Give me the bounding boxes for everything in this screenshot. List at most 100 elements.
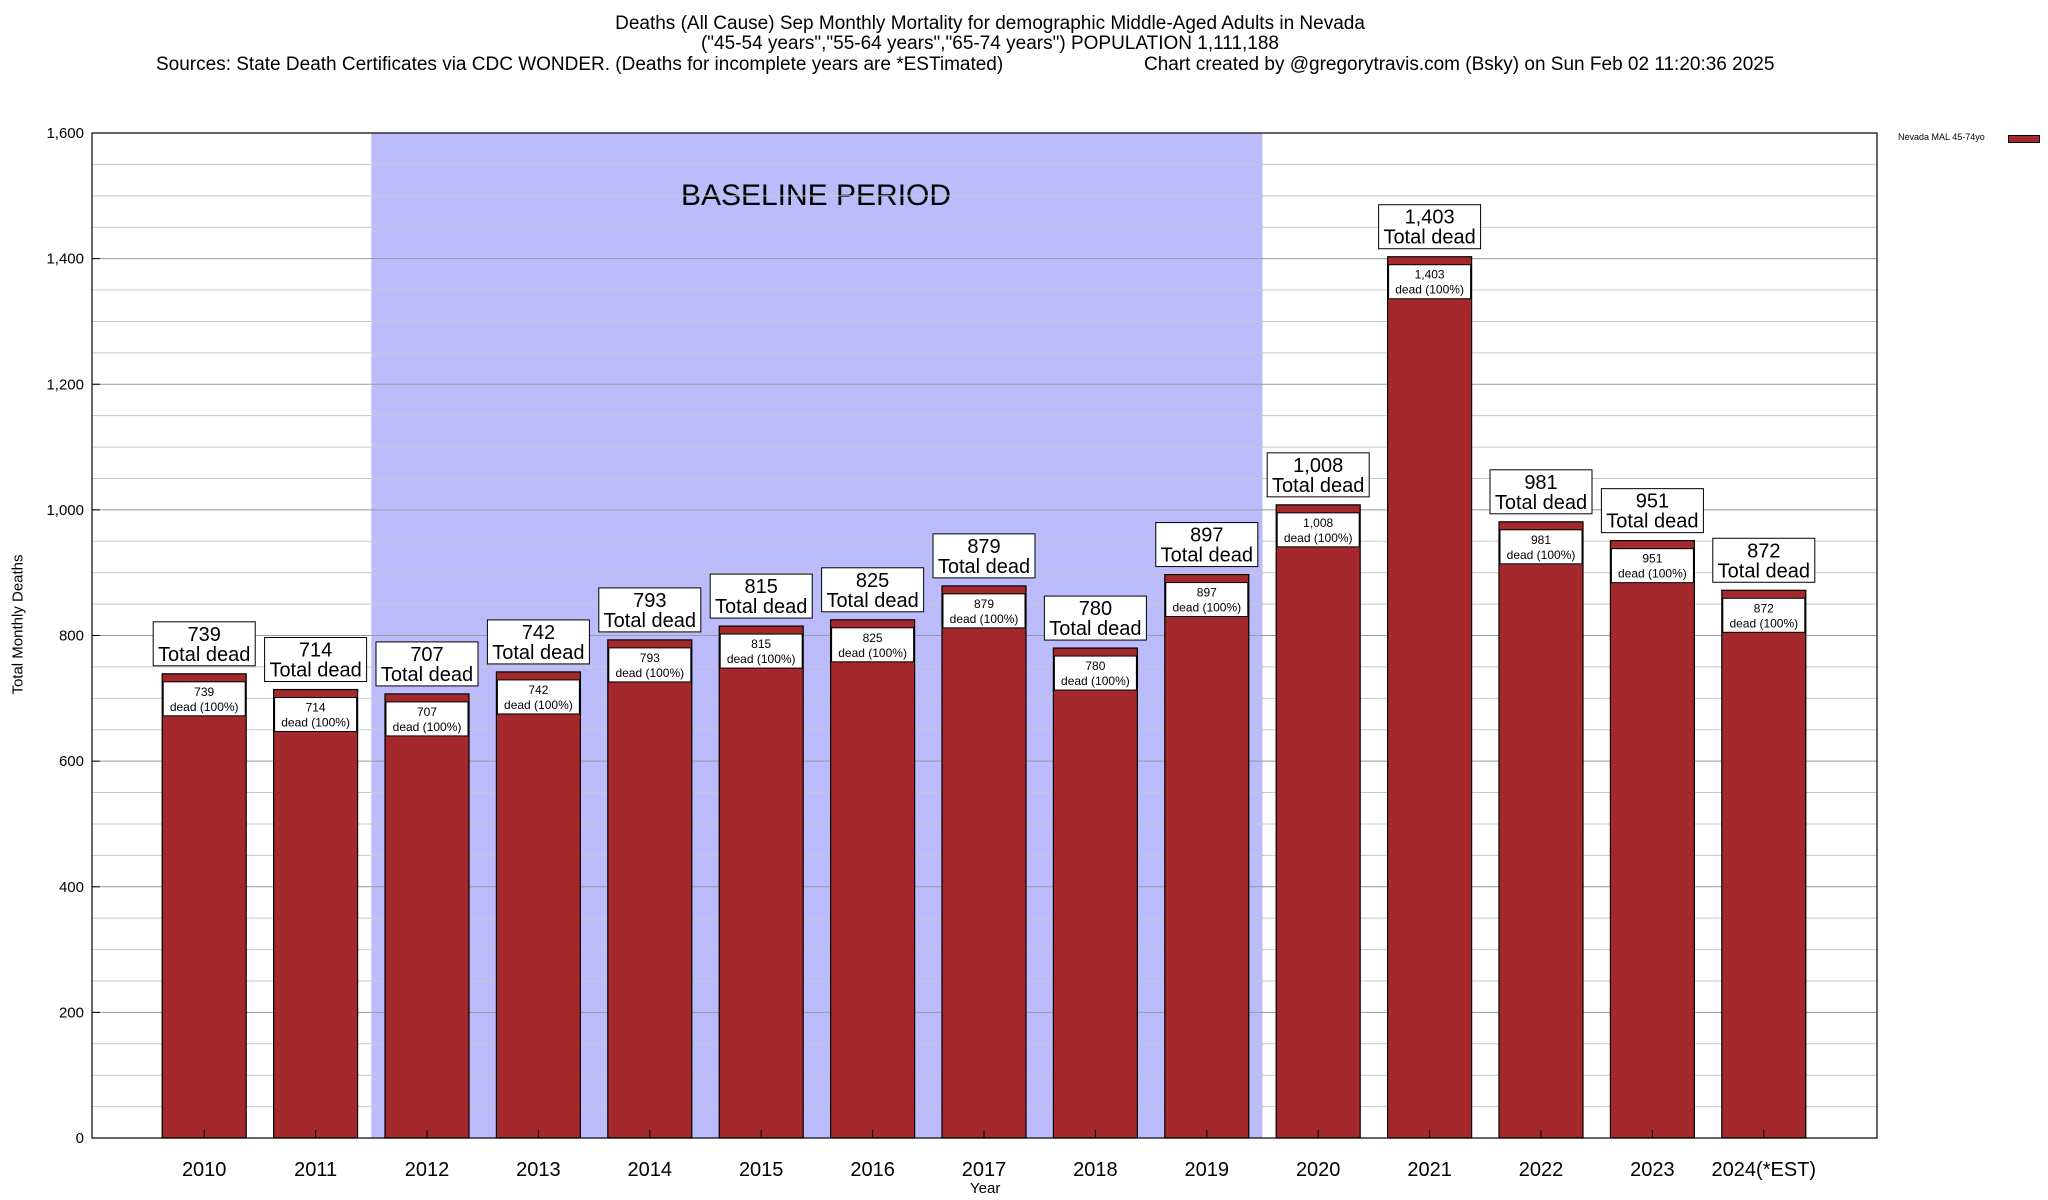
x-tick-label: 2020 — [1296, 1159, 1341, 1181]
top-label-box — [709, 573, 813, 619]
top-total-label: Total dead — [1495, 492, 1587, 514]
bar — [1386, 256, 1473, 1139]
top-label-box — [1600, 488, 1704, 534]
x-tick-label: 2019 — [1185, 1159, 1230, 1181]
inner-value-label: 897 — [1197, 586, 1217, 600]
inner-value-label: 739 — [194, 685, 214, 699]
inner-value-label: 714 — [306, 701, 326, 715]
top-total-label: Total dead — [715, 596, 807, 618]
bar — [273, 688, 359, 1139]
x-tick-label: 2017 — [962, 1159, 1007, 1181]
inner-label-box — [1610, 548, 1694, 584]
x-tick-label: 2024(*EST) — [1712, 1159, 1817, 1181]
x-tick-label: 2018 — [1073, 1159, 1118, 1181]
top-total-label: Total dead — [938, 556, 1030, 578]
top-total-label: Total dead — [381, 664, 473, 686]
y-tick-label: 400 — [59, 879, 84, 896]
inner-value-label: 825 — [863, 631, 883, 645]
top-value-label: 815 — [745, 576, 778, 598]
top-value-label: 872 — [1747, 540, 1780, 562]
top-value-label: 793 — [633, 590, 666, 612]
inner-percent-label: dead (100%) — [393, 720, 462, 734]
chart-sources: Sources: State Death Certificates via CD… — [156, 54, 1004, 75]
top-value-label: 897 — [1190, 525, 1223, 547]
top-value-label: 951 — [1636, 491, 1669, 513]
bar — [161, 673, 247, 1139]
chart-title: Deaths (All Cause) Sep Monthly Mortality… — [615, 13, 1365, 34]
inner-value-label: 1,008 — [1303, 516, 1333, 530]
top-total-label: Total dead — [826, 590, 918, 612]
bar — [1498, 521, 1584, 1139]
inner-label-box — [274, 697, 358, 733]
inner-percent-label: dead (100%) — [1729, 616, 1798, 630]
top-label-box — [1712, 537, 1816, 583]
x-tick-label: 2023 — [1630, 1159, 1675, 1181]
inner-value-label: 1,403 — [1415, 268, 1445, 282]
bar — [1275, 504, 1361, 1139]
inner-value-label: 780 — [1085, 659, 1105, 673]
top-total-label: Total dead — [492, 642, 584, 664]
top-value-label: 825 — [856, 570, 889, 592]
y-axis-label: Total Monthly Deaths — [9, 554, 27, 695]
x-tick-label: 2016 — [850, 1159, 895, 1181]
x-tick-label: 2013 — [516, 1159, 561, 1181]
inner-label-box — [162, 681, 246, 717]
inner-percent-label: dead (100%) — [1172, 601, 1241, 615]
legend-label: Nevada MAL 45-74yo — [1898, 132, 1985, 142]
bar — [1609, 540, 1696, 1139]
x-tick-label: 2010 — [182, 1159, 227, 1181]
inner-percent-label: dead (100%) — [615, 666, 684, 680]
top-value-label: 1,403 — [1405, 207, 1455, 229]
x-tick-label: 2021 — [1407, 1159, 1452, 1181]
inner-value-label: 981 — [1531, 533, 1551, 547]
bar — [607, 639, 693, 1139]
top-label-box — [821, 567, 925, 613]
bar — [1164, 573, 1250, 1139]
inner-label-box — [608, 647, 692, 683]
y-tick-label: 800 — [59, 628, 84, 645]
y-tick-label: 1,400 — [46, 251, 84, 268]
inner-percent-label: dead (100%) — [170, 700, 239, 714]
top-label-box — [1043, 595, 1147, 641]
bar — [1721, 589, 1807, 1139]
top-value-label: 742 — [522, 622, 555, 644]
inner-percent-label: dead (100%) — [1507, 548, 1576, 562]
y-tick-label: 1,600 — [46, 125, 84, 142]
inner-label-box — [1499, 529, 1583, 565]
top-total-label: Total dead — [1049, 618, 1141, 640]
x-tick-label: 2015 — [739, 1159, 784, 1181]
x-tick-label: 2012 — [405, 1159, 450, 1181]
bar — [718, 625, 804, 1139]
inner-value-label: 707 — [417, 705, 437, 719]
inner-percent-label: dead (100%) — [1618, 567, 1687, 581]
top-value-label: 981 — [1524, 472, 1557, 494]
top-label-box — [1378, 204, 1482, 250]
inner-percent-label: dead (100%) — [950, 612, 1019, 626]
top-label-box — [1489, 469, 1593, 515]
top-total-label: Total dead — [604, 610, 696, 632]
y-tick-label: 0 — [76, 1130, 84, 1147]
top-label-box — [375, 641, 479, 687]
x-tick-label: 2014 — [628, 1159, 673, 1181]
inner-value-label: 951 — [1642, 552, 1662, 566]
y-tick-label: 200 — [59, 1004, 84, 1021]
plot-frame — [91, 132, 1878, 1139]
inner-percent-label: dead (100%) — [1061, 674, 1130, 688]
top-value-label: 707 — [410, 644, 443, 666]
y-tick-label: 1,200 — [46, 376, 84, 393]
inner-percent-label: dead (100%) — [838, 646, 907, 660]
y-tick-label: 1,000 — [46, 502, 84, 519]
inner-label-box — [1388, 264, 1472, 300]
top-label-box — [1266, 452, 1370, 498]
top-value-label: 714 — [299, 640, 332, 662]
inner-percent-label: dead (100%) — [727, 652, 796, 666]
bar — [1052, 647, 1139, 1139]
top-value-label: 780 — [1079, 598, 1112, 620]
bar — [495, 671, 581, 1139]
x-axis-label: Year — [970, 1180, 1001, 1197]
top-total-label: Total dead — [1272, 475, 1364, 497]
top-total-label: Total dead — [1718, 560, 1810, 582]
inner-label-box — [1722, 597, 1806, 633]
inner-value-label: 879 — [974, 597, 994, 611]
